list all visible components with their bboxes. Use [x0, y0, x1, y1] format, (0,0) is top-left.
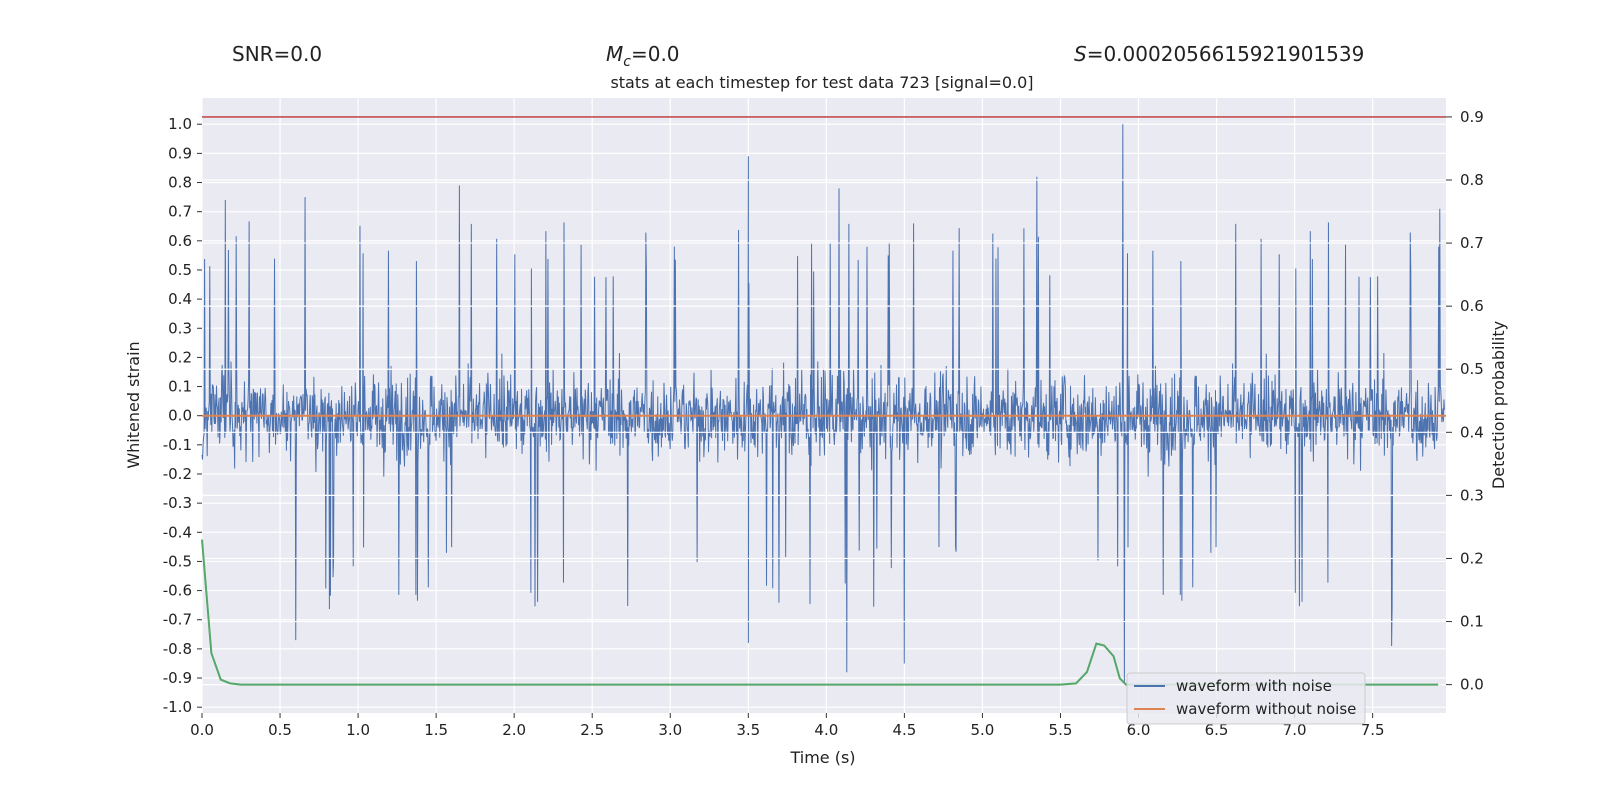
y-tick-label: 0.0 — [168, 407, 192, 425]
y-tick-label: 0.1 — [168, 378, 192, 396]
x-tick-label: 1.5 — [424, 721, 448, 739]
y-tick-label: -0.8 — [163, 640, 192, 658]
x-tick-label: 5.0 — [970, 721, 994, 739]
s-value: =0.0002056615921901539 — [1087, 42, 1365, 66]
y-tick-label: 0.8 — [168, 174, 192, 192]
x-tick-label: 2.5 — [580, 721, 604, 739]
y-tick-label: 0.5 — [168, 261, 192, 279]
x-tick-label: 7.5 — [1361, 721, 1385, 739]
s-stat: S=0.0002056615921901539 — [1074, 42, 1364, 66]
y-tick-label: -0.1 — [163, 436, 192, 454]
x-axis-label: Time (s) — [789, 748, 855, 767]
mc-subscript: c — [623, 54, 631, 70]
y-tick-label: -0.3 — [163, 494, 192, 512]
y-tick-label: 0.2 — [168, 348, 192, 366]
y-tick-label: -0.7 — [163, 611, 192, 629]
x-tick-label: 5.5 — [1049, 721, 1073, 739]
y-tick-label: -1.0 — [163, 698, 192, 716]
y-tick-label: 1.0 — [168, 115, 192, 133]
y2-tick-label: 0.1 — [1460, 613, 1484, 631]
y2-tick-label: 0.8 — [1460, 171, 1484, 189]
x-tick-label: 3.5 — [736, 721, 760, 739]
x-tick-label: 4.0 — [814, 721, 838, 739]
y-tick-label: -0.5 — [163, 552, 192, 570]
x-tick-label: 2.0 — [502, 721, 526, 739]
y2-tick-label: 0.0 — [1460, 676, 1484, 694]
y2-axis-ticks: 0.9 0.8 0.7 0.6 0.5 0.4 0.3 0.2 0.1 0.0 — [1446, 108, 1484, 694]
x-tick-label: 1.0 — [346, 721, 370, 739]
mc-stat: Mc=0.0 — [606, 42, 680, 70]
y2-tick-label: 0.4 — [1460, 423, 1484, 441]
y-tick-label: -0.4 — [163, 523, 192, 541]
waveform-with-noise-line — [201, 124, 1445, 684]
x-tick-label: 7.0 — [1283, 721, 1307, 739]
legend-box — [1126, 672, 1366, 725]
y-tick-label: 0.6 — [168, 232, 192, 250]
x-tick-label: 0.0 — [190, 721, 214, 739]
y2-tick-label: 0.9 — [1460, 108, 1484, 126]
mc-symbol: M — [606, 42, 623, 66]
y2-axis-label: Detection probability — [1489, 321, 1508, 489]
y-tick-label: 0.3 — [168, 319, 192, 337]
y-tick-label: 0.7 — [168, 203, 192, 221]
y2-tick-label: 0.3 — [1460, 486, 1484, 504]
y2-tick-label: 0.7 — [1460, 234, 1484, 252]
y-tick-label: -0.9 — [163, 669, 192, 687]
y-tick-label: 0.9 — [168, 144, 192, 162]
y-axis-ticks: 1.0 0.9 0.8 0.7 0.6 0.5 0.4 0.3 0.2 0.1 0.0 -0.1 -0.… — [163, 115, 202, 716]
s-symbol: S — [1074, 42, 1087, 66]
legend-label-with-noise: waveform with noise — [1176, 677, 1332, 695]
y2-tick-label: 0.6 — [1460, 297, 1484, 315]
data-layer — [201, 124, 1445, 684]
y-axis-label: Whitened strain — [124, 341, 143, 468]
y2-tick-label: 0.2 — [1460, 549, 1484, 567]
x-tick-label: 0.5 — [268, 721, 292, 739]
y2-tick-label: 0.5 — [1460, 360, 1484, 378]
snr-stat: SNR=0.0 — [232, 42, 322, 66]
y-tick-label: -0.2 — [163, 465, 192, 483]
mc-value: =0.0 — [631, 42, 680, 66]
x-tick-label: 6.0 — [1127, 721, 1151, 739]
legend-label-without-noise: waveform without noise — [1176, 700, 1356, 718]
x-tick-label: 4.5 — [892, 721, 916, 739]
x-tick-label: 3.0 — [658, 721, 682, 739]
x-tick-label: 6.5 — [1205, 721, 1229, 739]
chart-title: stats at each timestep for test data 723… — [610, 73, 1033, 92]
legend: waveform with noise waveform without noi… — [1126, 672, 1366, 725]
y-tick-label: 0.4 — [168, 290, 192, 308]
x-axis-ticks: 0.0 0.5 1.0 1.5 2.0 2.5 3.0 3.5 4.0 4.5 5.0 5.5 6.0 6… — [190, 713, 1385, 739]
y-tick-label: -0.6 — [163, 582, 192, 600]
